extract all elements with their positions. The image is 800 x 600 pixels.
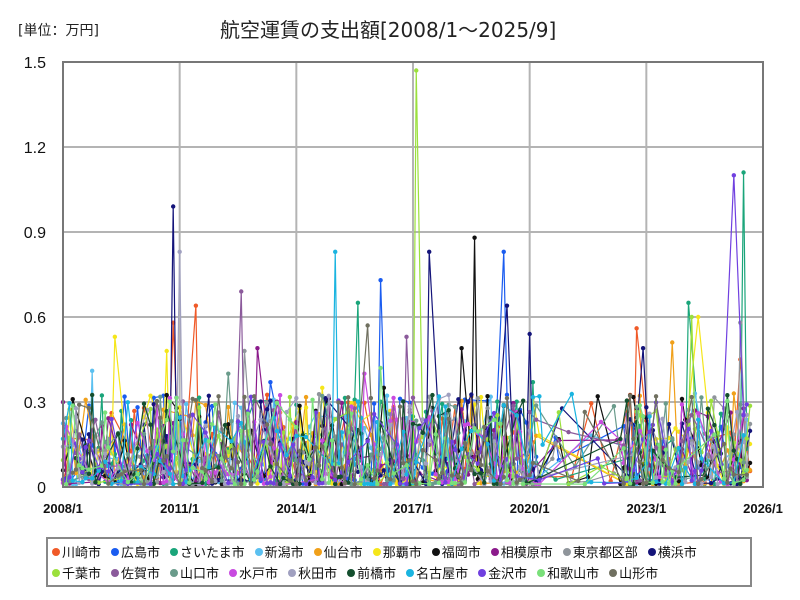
- series-16: [60, 249, 746, 487]
- legend-label: 広島市: [121, 546, 161, 561]
- legend-label: 川崎市: [62, 546, 102, 561]
- legend-marker-icon: [229, 568, 238, 577]
- legend-label: 前橋市: [357, 567, 397, 582]
- legend-item: 山形市: [609, 563, 658, 582]
- legend-marker-icon: [431, 547, 440, 556]
- legend-item: 横浜市: [647, 542, 697, 561]
- legend-label: 山形市: [619, 567, 659, 582]
- plot-frame: [62, 61, 764, 488]
- legend-label: 名古屋市: [416, 567, 469, 582]
- legend-item: 和歌山市: [537, 563, 599, 582]
- legend-marker-icon: [609, 568, 618, 577]
- legend-row-2: 千葉市 佐賀市 山口市 水戸市 秋田市 前橋市 名古屋市 金沢市 和歌山市 山形市: [52, 562, 746, 583]
- series-lines: [60, 68, 753, 487]
- legend-label: 秋田市: [298, 567, 338, 582]
- legend-marker-icon: [52, 547, 60, 556]
- legend-item: 仙台市: [313, 542, 363, 561]
- legend-label: 金沢市: [488, 567, 528, 582]
- legend-item: 山口市: [170, 563, 219, 582]
- y-axis-ticks: 0 0.3 0.6 0.9 1.2 1.5: [24, 55, 46, 497]
- legend-marker-icon: [647, 547, 656, 556]
- legend-item: 金沢市: [478, 563, 527, 582]
- legend-label: 東京都区部: [572, 546, 638, 561]
- x-tick-label: 2017/1: [393, 501, 433, 516]
- legend-marker-icon: [254, 547, 263, 556]
- y-tick-label: 1.2: [24, 140, 46, 157]
- legend-item: 那覇市: [372, 542, 422, 561]
- x-tick-label: 2008/1: [43, 501, 83, 516]
- x-tick-label: 2014/1: [276, 501, 316, 516]
- y-tick-label: 1.5: [24, 55, 46, 72]
- legend-marker-icon: [170, 547, 179, 556]
- legend-marker-icon: [52, 568, 60, 577]
- legend-label: 那覇市: [382, 546, 422, 561]
- legend-marker-icon: [537, 568, 546, 577]
- legend-label: 佐賀市: [121, 567, 161, 582]
- legend-item: 川崎市: [52, 542, 101, 561]
- legend-label: 千葉市: [62, 567, 102, 582]
- legend-item: 新潟市: [254, 542, 304, 561]
- legend-label: 水戸市: [239, 567, 279, 582]
- legend-label: 和歌山市: [547, 567, 600, 582]
- y-tick-label: 0: [37, 480, 46, 497]
- x-axis-ticks: 2008/1 2011/1 2014/1 2017/1 2020/1 2023/1 2026…: [43, 501, 783, 516]
- legend-label: さいたま市: [180, 546, 245, 561]
- unit-label: [単位：万円]: [18, 23, 99, 39]
- x-tick-label: 2026/1: [743, 501, 783, 516]
- legend: 川崎市 広島市 さいたま市 新潟市 仙台市 那覇市 福岡市 相模原市 東京都区部 横浜市 千葉市 佐…: [46, 537, 752, 587]
- x-tick-label: 2011/1: [160, 501, 199, 516]
- legend-marker-icon: [372, 547, 381, 556]
- legend-item: 秋田市: [288, 563, 337, 582]
- legend-marker-icon: [313, 547, 322, 556]
- series-19: [70, 323, 749, 487]
- legend-marker-icon: [288, 568, 297, 577]
- legend-label: 福岡市: [441, 546, 481, 561]
- legend-item: 千葉市: [52, 563, 101, 582]
- legend-label: 横浜市: [657, 546, 697, 561]
- legend-label: 相模原市: [500, 546, 553, 561]
- legend-marker-icon: [170, 568, 179, 577]
- chart-title: 航空運賃の支出額[2008/1～2025/9]: [220, 18, 557, 42]
- y-tick-label: 0.3: [24, 395, 46, 412]
- legend-label: 山口市: [180, 567, 220, 582]
- legend-item: 東京都区部: [562, 542, 638, 561]
- legend-marker-icon: [478, 568, 487, 577]
- legend-row-1: 川崎市 広島市 さいたま市 新潟市 仙台市 那覇市 福岡市 相模原市 東京都区部 横浜市: [52, 541, 746, 562]
- legend-marker-icon: [490, 547, 499, 556]
- x-tick-label: 2020/1: [510, 501, 550, 516]
- legend-marker-icon: [406, 568, 415, 577]
- legend-marker-icon: [562, 547, 571, 556]
- line-chart: 0 0.3 0.6 0.9 1.2 1.5 2008/1 2011/1 2014/1 2017/…: [24, 55, 783, 516]
- x-tick-label: 2023/1: [626, 501, 666, 516]
- legend-marker-icon: [347, 568, 356, 577]
- legend-label: 新潟市: [264, 546, 304, 561]
- y-tick-label: 0.6: [24, 310, 46, 327]
- legend-label: 仙台市: [323, 546, 363, 561]
- legend-item: 福岡市: [431, 542, 481, 561]
- legend-item: 広島市: [111, 542, 160, 561]
- legend-item: 前橋市: [347, 563, 396, 582]
- legend-item: 佐賀市: [111, 563, 160, 582]
- legend-item: 相模原市: [490, 542, 553, 561]
- legend-marker-icon: [111, 568, 120, 577]
- y-tick-label: 0.9: [24, 225, 46, 242]
- legend-item: 名古屋市: [406, 563, 468, 582]
- legend-item: さいたま市: [170, 542, 245, 561]
- legend-marker-icon: [111, 547, 120, 556]
- legend-item: 水戸市: [229, 563, 278, 582]
